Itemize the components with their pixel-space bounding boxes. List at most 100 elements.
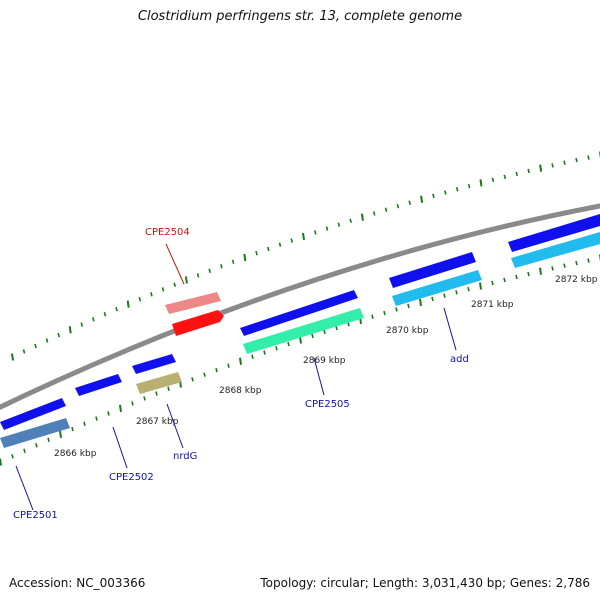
gene-label-cpe2504[interactable]: CPE2504 — [145, 227, 190, 238]
minor-tick — [587, 258, 590, 263]
minor-tick — [467, 183, 471, 189]
minor-tick — [408, 200, 412, 205]
major-tick — [539, 267, 542, 275]
minor-tick — [173, 282, 176, 287]
major-tick — [0, 458, 2, 466]
gene-block-cpe2504-inner[interactable] — [172, 310, 224, 336]
scale-label-2872: 2872 kbp — [555, 275, 598, 285]
minor-tick — [563, 160, 566, 165]
inner-tick-track — [0, 254, 600, 466]
gene-block[interactable] — [389, 252, 476, 288]
gene-block-cpe2504[interactable] — [165, 292, 221, 314]
minor-tick — [443, 293, 446, 298]
minor-tick — [551, 163, 554, 168]
feature-blocks — [0, 214, 600, 448]
minor-tick — [196, 273, 200, 278]
minor-tick — [191, 377, 194, 382]
minor-tick — [337, 222, 341, 227]
gene-block-cpe2505[interactable] — [243, 308, 364, 354]
major-tick — [184, 276, 188, 284]
minor-tick — [467, 286, 470, 292]
minor-tick — [220, 264, 223, 269]
gene-block-nrdg[interactable] — [136, 372, 182, 394]
gene-block[interactable] — [132, 354, 176, 374]
minor-tick — [491, 280, 494, 286]
minor-tick — [138, 296, 142, 302]
major-tick — [126, 300, 130, 308]
gene-label-cpe2501[interactable]: CPE2501 — [13, 510, 58, 521]
minor-tick — [515, 274, 518, 280]
minor-tick — [432, 193, 435, 199]
minor-tick — [527, 271, 530, 277]
minor-tick — [575, 157, 578, 163]
minor-tick — [263, 350, 266, 355]
minor-tick — [251, 354, 254, 360]
outer-tick-track — [11, 151, 600, 361]
major-tick — [479, 179, 483, 187]
minor-tick — [115, 306, 118, 312]
gene-label-cpe2505[interactable]: CPE2505 — [305, 399, 350, 410]
gene-block[interactable] — [0, 398, 66, 430]
gene-block[interactable] — [240, 290, 358, 336]
minor-tick — [45, 338, 49, 343]
major-tick — [420, 195, 424, 203]
minor-tick — [208, 268, 212, 274]
gene-label-nrdg[interactable]: nrdG — [173, 451, 197, 462]
major-tick — [299, 336, 302, 344]
minor-tick — [71, 426, 74, 432]
gene-label-add[interactable]: add — [450, 354, 469, 365]
major-tick — [68, 326, 72, 334]
minor-tick — [57, 332, 60, 338]
major-tick — [302, 232, 305, 241]
minor-tick — [92, 317, 95, 322]
scale-label-2871: 2871 kbp — [471, 300, 514, 310]
minor-tick — [103, 312, 107, 317]
minor-tick — [227, 363, 230, 368]
minor-tick — [150, 292, 153, 297]
scale-label-2867: 2867 kbp — [136, 417, 179, 427]
minor-tick — [395, 307, 398, 312]
minor-tick — [278, 242, 282, 247]
minor-tick — [80, 322, 84, 327]
minor-tick — [83, 421, 86, 427]
major-tick — [119, 404, 122, 413]
label-leaders — [15, 243, 457, 511]
gene-block[interactable] — [75, 374, 122, 396]
scale-label-2866: 2866 kbp — [54, 449, 97, 459]
minor-tick — [455, 187, 459, 192]
map-title: Clostridium perfringens str. 13, complet… — [137, 9, 463, 24]
minor-tick — [575, 260, 578, 266]
gene-block-cpe2501[interactable] — [0, 418, 70, 448]
topology-stats-text: Topology: circular; Length: 3,031,430 bp… — [260, 576, 590, 590]
gene-block-add[interactable] — [392, 270, 482, 306]
gene-block[interactable] — [511, 232, 600, 268]
major-tick — [239, 357, 242, 365]
minor-tick — [515, 171, 519, 177]
gene-label-cpe2502[interactable]: CPE2502 — [109, 472, 154, 483]
minor-tick — [407, 303, 410, 309]
minor-tick — [313, 230, 317, 235]
minor-tick — [396, 203, 400, 209]
minor-tick — [47, 437, 50, 442]
major-tick — [360, 213, 364, 221]
major-tick — [539, 164, 543, 172]
minor-tick — [167, 386, 170, 391]
minor-tick — [275, 346, 278, 351]
gene-block[interactable] — [508, 214, 600, 252]
minor-tick — [35, 443, 38, 448]
minor-tick — [383, 310, 386, 316]
scale-label-2868: 2868 kbp — [219, 386, 262, 396]
minor-tick — [290, 238, 294, 243]
minor-tick — [527, 168, 530, 174]
minor-tick — [34, 343, 37, 349]
scale-labels: 2866 kbp 2867 kbp 2868 kbp 2869 kbp 2870… — [54, 275, 598, 459]
minor-tick — [349, 218, 352, 224]
scale-label-2869: 2869 kbp — [303, 356, 346, 366]
minor-tick — [107, 411, 110, 416]
minor-tick — [455, 290, 458, 295]
minor-tick — [161, 287, 165, 292]
minor-tick — [231, 259, 235, 265]
major-tick — [419, 298, 422, 307]
minor-tick — [311, 333, 314, 339]
